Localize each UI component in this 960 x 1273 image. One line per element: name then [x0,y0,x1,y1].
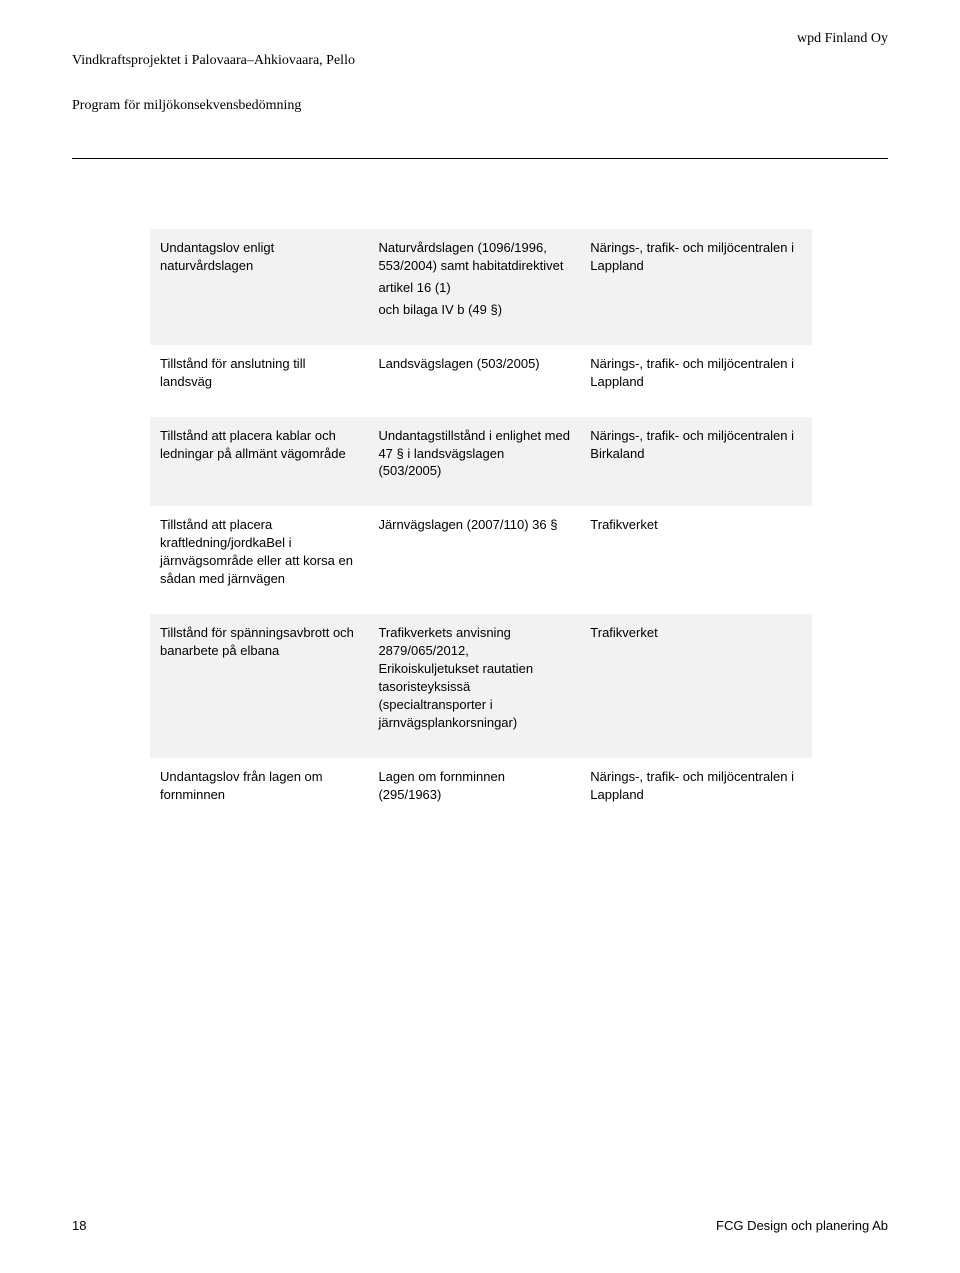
table-cell: Trafikverket [580,506,812,614]
table-cell: Närings-, trafik- och miljöcentralen i L… [580,345,812,417]
table-row: Tillstånd för spänningsavbrott och banar… [150,614,812,758]
table-row: Undantagslov enligt naturvårdslagen Natur… [150,229,812,345]
cell-text: Trafikverket [590,516,802,534]
cell-text: Lagen om fornminnen (295/1963) [378,768,570,804]
table-cell: Tillstånd för spänningsavbrott och banar… [150,614,368,758]
table-cell: Järnvägslagen (2007/110) 36 § [368,506,580,614]
cell-text: Undantagstillstånd i enlighet med 47 § i… [378,427,570,481]
permits-table: Undantagslov enligt naturvårdslagen Natur… [150,229,812,830]
table-row: Tillstånd att placera kablar och ledning… [150,417,812,507]
cell-text: artikel 16 (1) [378,279,570,297]
cell-text: Tillstånd för spänningsavbrott och banar… [160,624,358,660]
table-cell: Landsvägslagen (503/2005) [368,345,580,417]
table-cell: Närings-, trafik- och miljöcentralen i L… [580,229,812,345]
table-row: Undantagslov från lagen om fornminnen Lag… [150,758,812,830]
cell-text: Närings-, trafik- och miljöcentralen i B… [590,427,802,463]
content-area: Undantagslov enligt naturvårdslagen Natur… [72,159,812,830]
cell-text: Tillstånd att placera kraftledning/jordk… [160,516,358,588]
permits-table-body: Undantagslov enligt naturvårdslagen Natur… [150,229,812,830]
table-cell: Trafikverkets anvisning 2879/065/2012, E… [368,614,580,758]
cell-text: Järnvägslagen (2007/110) 36 § [378,516,570,534]
table-row: Tillstånd att placera kraftledning/jordk… [150,506,812,614]
page-number: 18 [72,1218,86,1233]
cell-text: Närings-, trafik- och miljöcentralen i L… [590,355,802,391]
table-cell: Närings-, trafik- och miljöcentralen i L… [580,758,812,830]
header-left: Vindkraftsprojektet i Palovaara–Ahkiovaa… [72,28,355,140]
cell-text: Tillstånd för anslutning till landsväg [160,355,358,391]
footer-company: FCG Design och planering Ab [716,1218,888,1233]
page-footer: 18 FCG Design och planering Ab [72,1218,888,1233]
cell-text: Undantagslov från lagen om fornminnen [160,768,358,804]
cell-text: och bilaga IV b (49 §) [378,301,570,319]
table-cell: Undantagslov från lagen om fornminnen [150,758,368,830]
table-cell: Lagen om fornminnen (295/1963) [368,758,580,830]
page: Vindkraftsprojektet i Palovaara–Ahkiovaa… [0,0,960,1273]
header-title-line1: Vindkraftsprojektet i Palovaara–Ahkiovaa… [72,50,355,72]
page-header: Vindkraftsprojektet i Palovaara–Ahkiovaa… [72,28,888,159]
table-row: Tillstånd för anslutning till landsväg La… [150,345,812,417]
cell-text: Trafikverkets anvisning 2879/065/2012, E… [378,624,570,732]
header-row: Vindkraftsprojektet i Palovaara–Ahkiovaa… [72,28,888,140]
table-cell: Tillstånd att placera kablar och ledning… [150,417,368,507]
table-cell: Trafikverket [580,614,812,758]
cell-text: Trafikverket [590,624,802,642]
cell-text: Landsvägslagen (503/2005) [378,355,570,373]
table-cell: Undantagstillstånd i enlighet med 47 § i… [368,417,580,507]
table-cell: Tillstånd att placera kraftledning/jordk… [150,506,368,614]
table-cell: Tillstånd för anslutning till landsväg [150,345,368,417]
header-right: wpd Finland Oy [797,28,888,140]
header-title-line2: Program för miljökonsekvensbedömning [72,95,355,117]
cell-text: Tillstånd att placera kablar och ledning… [160,427,358,463]
table-cell: Naturvårdslagen (1096/1996, 553/2004) sa… [368,229,580,345]
table-cell: Undantagslov enligt naturvårdslagen [150,229,368,345]
cell-text: Närings-, trafik- och miljöcentralen i L… [590,768,802,804]
cell-text: Närings-, trafik- och miljöcentralen i L… [590,239,802,275]
table-cell: Närings-, trafik- och miljöcentralen i B… [580,417,812,507]
cell-text: Naturvårdslagen (1096/1996, 553/2004) sa… [378,239,570,275]
cell-text: Undantagslov enligt naturvårdslagen [160,239,358,275]
